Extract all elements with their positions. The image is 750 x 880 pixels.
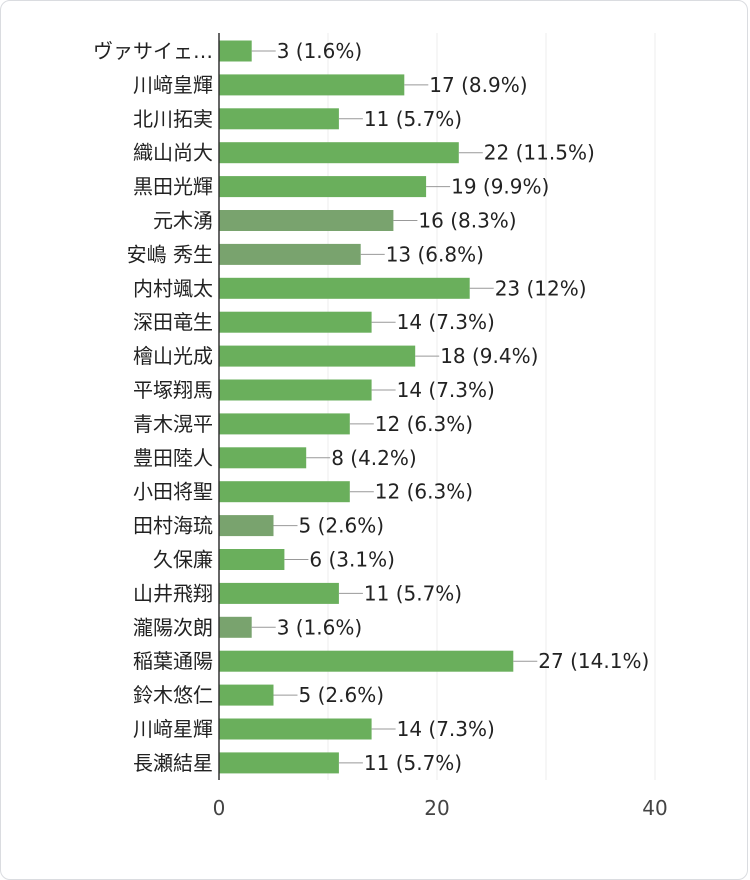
category-label: 川﨑皇輝 xyxy=(133,73,213,97)
category-label: 安嶋 秀生 xyxy=(127,242,213,266)
category-label: 田村海琉 xyxy=(133,514,213,538)
data-label: 23 (12%) xyxy=(495,276,587,300)
data-label: 19 (9.9%) xyxy=(451,175,549,199)
data-label: 12 (6.3%) xyxy=(375,480,473,504)
data-label: 17 (8.9%) xyxy=(429,73,527,97)
data-label: 22 (11.5%) xyxy=(484,141,595,165)
bar xyxy=(219,752,339,774)
bar xyxy=(219,311,372,333)
x-tick-label: 0 xyxy=(213,796,226,820)
bar xyxy=(219,243,361,265)
bar xyxy=(219,650,514,672)
category-label: 深田竜生 xyxy=(133,310,213,334)
bar xyxy=(219,616,252,638)
bar xyxy=(219,481,350,503)
bar xyxy=(219,379,372,401)
bar xyxy=(219,684,274,706)
bar xyxy=(219,447,307,469)
bar xyxy=(219,413,350,435)
data-label: 14 (7.3%) xyxy=(397,310,495,334)
data-label: 11 (5.7%) xyxy=(364,751,462,775)
data-label: 8 (4.2%) xyxy=(331,446,417,470)
bar xyxy=(219,142,459,164)
bar xyxy=(219,515,274,537)
category-label: 平塚翔馬 xyxy=(133,378,213,402)
data-label: 5 (2.6%) xyxy=(299,514,385,538)
data-label: 14 (7.3%) xyxy=(397,378,495,402)
category-label: ヴァサイェ… xyxy=(93,39,213,63)
category-label: 青木滉平 xyxy=(133,412,213,436)
data-label: 12 (6.3%) xyxy=(375,412,473,436)
category-label: 川﨑星輝 xyxy=(133,717,213,741)
data-label: 16 (8.3%) xyxy=(418,209,516,233)
category-label: 長瀬結星 xyxy=(133,751,213,775)
category-label: 山井飛翔 xyxy=(133,581,213,605)
category-label: 瀧陽次朗 xyxy=(133,615,213,639)
category-label: 豊田陸人 xyxy=(133,446,213,470)
data-label: 11 (5.7%) xyxy=(364,107,462,131)
category-label: 小田将聖 xyxy=(133,480,213,504)
data-label: 3 (1.6%) xyxy=(277,615,363,639)
data-label: 14 (7.3%) xyxy=(397,717,495,741)
bar xyxy=(219,718,372,740)
data-label: 3 (1.6%) xyxy=(277,39,363,63)
category-label: 檜山光成 xyxy=(133,344,213,368)
data-label: 13 (6.8%) xyxy=(386,242,484,266)
data-label: 11 (5.7%) xyxy=(364,581,462,605)
bar xyxy=(219,210,394,231)
category-label: 内村颯太 xyxy=(133,276,213,300)
category-label: 北川拓実 xyxy=(133,107,213,131)
bar xyxy=(219,277,470,299)
bar xyxy=(219,40,252,62)
data-label: 5 (2.6%) xyxy=(299,683,385,707)
bar xyxy=(219,345,416,367)
category-label: 稲葉通陽 xyxy=(133,649,213,673)
bar xyxy=(219,549,285,570)
bar xyxy=(219,176,427,198)
bar xyxy=(219,582,339,604)
x-tick-label: 20 xyxy=(424,796,449,820)
data-label: 27 (14.1%) xyxy=(538,649,649,673)
category-label: 元木湧 xyxy=(153,209,213,233)
x-tick-label: 40 xyxy=(642,796,667,820)
bar xyxy=(219,108,339,130)
data-label: 18 (9.4%) xyxy=(440,344,538,368)
bar xyxy=(219,74,405,96)
category-label: 久保廉 xyxy=(153,548,213,572)
category-label: 織山尚大 xyxy=(133,141,213,165)
category-label: 黒田光輝 xyxy=(133,175,213,199)
category-label: 鈴木悠仁 xyxy=(133,683,213,707)
data-label: 6 (3.1%) xyxy=(309,548,395,572)
